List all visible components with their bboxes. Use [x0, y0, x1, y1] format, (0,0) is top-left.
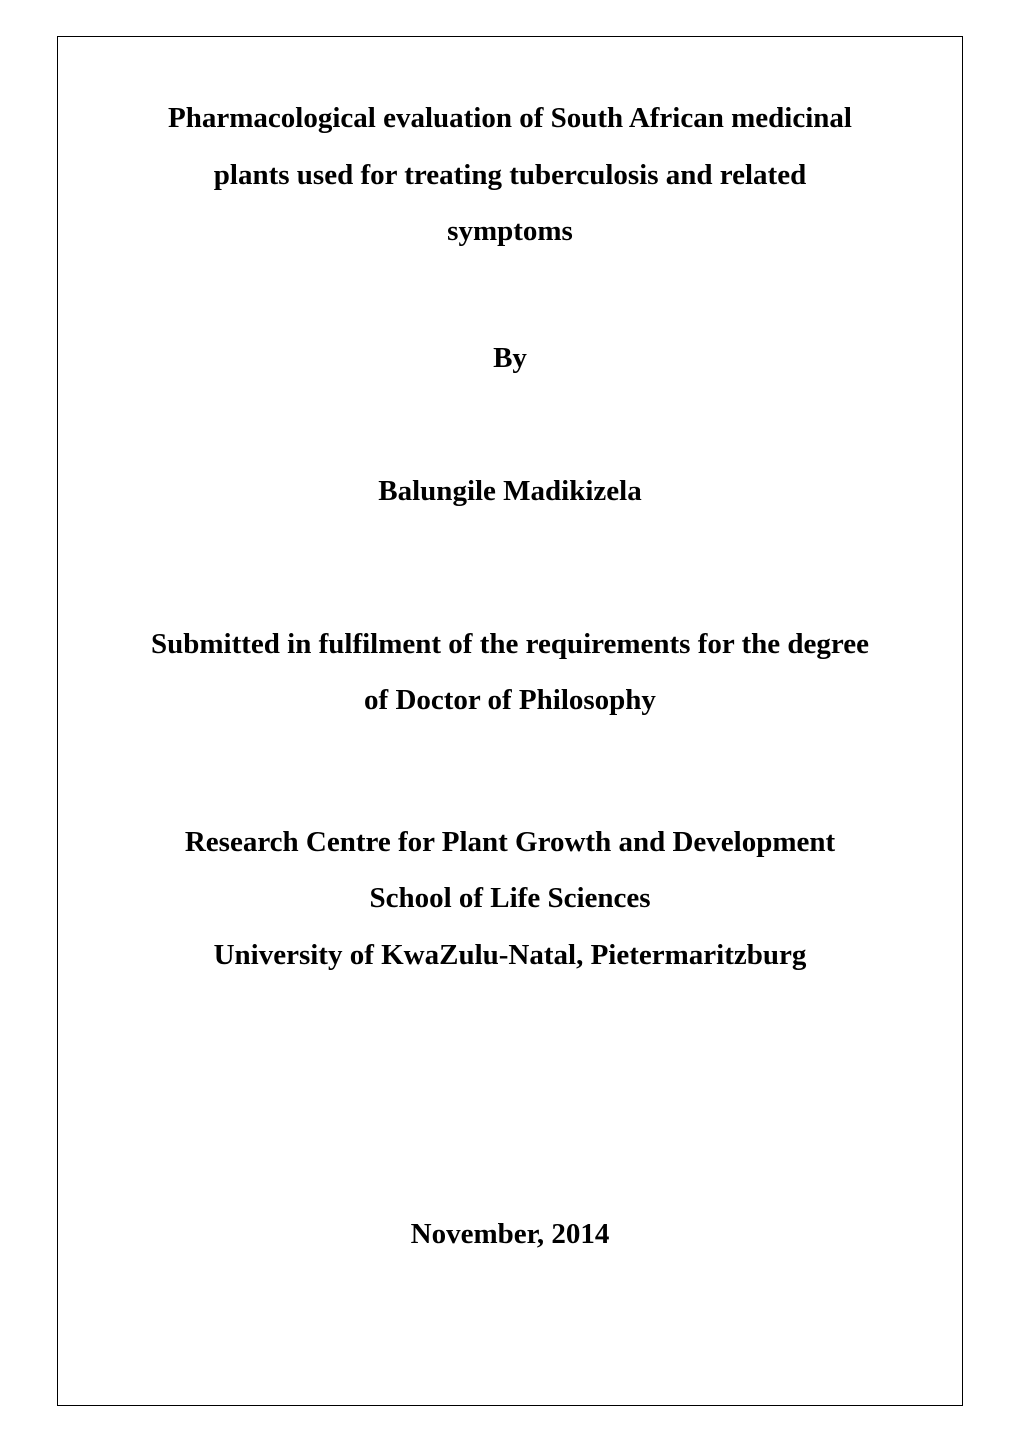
title-line-1: Pharmacological evaluation of South Afri… — [100, 90, 920, 147]
author-name: Balungile Madikizela — [100, 475, 920, 508]
title-line-3: symptoms — [100, 203, 920, 260]
submission-line-2: of Doctor of Philosophy — [100, 672, 920, 729]
submission-date: November, 2014 — [100, 1218, 920, 1251]
research-centre: Research Centre for Plant Growth and Dev… — [100, 814, 920, 871]
thesis-title: Pharmacological evaluation of South Afri… — [100, 90, 920, 260]
by-label: By — [100, 342, 920, 375]
institution-info: Research Centre for Plant Growth and Dev… — [100, 814, 920, 984]
submission-line-1: Submitted in fulfilment of the requireme… — [100, 616, 920, 673]
title-page-content: Pharmacological evaluation of South Afri… — [100, 75, 920, 1367]
school: School of Life Sciences — [100, 870, 920, 927]
title-line-2: plants used for treating tuberculosis an… — [100, 147, 920, 204]
submission-statement: Submitted in fulfilment of the requireme… — [100, 616, 920, 729]
university: University of KwaZulu-Natal, Pietermarit… — [100, 927, 920, 984]
